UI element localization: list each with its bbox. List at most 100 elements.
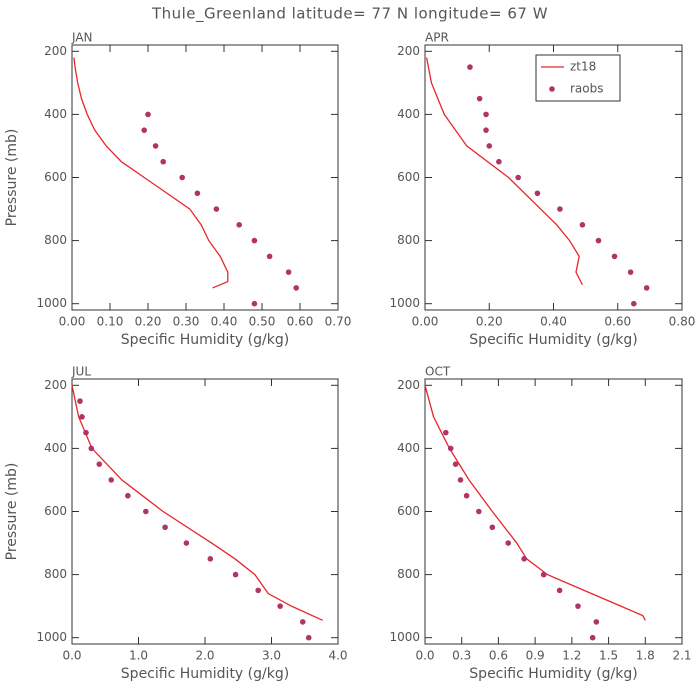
obs-point (515, 174, 521, 181)
obs-point (83, 429, 89, 436)
y-tick-label: 400 (44, 441, 67, 455)
obs-point (141, 127, 147, 133)
obs-point (631, 300, 637, 307)
obs-point (627, 269, 634, 275)
y-tick-label: 1000 (36, 296, 67, 310)
obs-point (232, 571, 239, 578)
y-tick-label: 200 (397, 44, 420, 58)
y-tick-label: 400 (397, 107, 420, 121)
obs-point (207, 556, 214, 562)
panel-title: OCT (425, 365, 451, 379)
x-tick-label: 0.50 (249, 315, 276, 329)
legend-label: zt18 (570, 60, 596, 74)
x-tick-label: 0.40 (211, 315, 238, 329)
obs-point (194, 190, 201, 197)
obs-point (305, 634, 312, 641)
obs-point (476, 508, 482, 515)
y-tick-label: 1000 (389, 630, 420, 644)
obs-point (476, 95, 483, 102)
x-tick-label: 0.9 (526, 649, 545, 663)
obs-point (160, 158, 166, 165)
obs-point (556, 587, 563, 594)
y-tick-label: 800 (44, 567, 67, 581)
x-tick-label: 0.6 (489, 649, 508, 663)
y-axis-label: Pressure (mb) (4, 463, 20, 561)
obs-point (251, 237, 258, 244)
obs-point (457, 477, 464, 483)
x-tick-label: 0.10 (97, 315, 124, 329)
obs-point (489, 524, 496, 531)
x-tick-label: 1.2 (562, 649, 581, 663)
obs-point (463, 492, 470, 499)
obs-point (467, 64, 473, 70)
obs-point (277, 603, 283, 609)
x-axis-label: Specific Humidity (g/kg) (469, 332, 637, 348)
obs-point (266, 253, 273, 260)
obs-point (595, 237, 602, 244)
obs-point (575, 603, 581, 609)
x-tick-label: 3.0 (262, 649, 281, 663)
plot-frame (71, 378, 339, 645)
x-tick-label: 2.1 (672, 649, 691, 663)
obs-point (589, 634, 596, 641)
obs-point (643, 285, 650, 291)
obs-point (534, 190, 541, 197)
x-axis-label: Specific Humidity (g/kg) (469, 666, 637, 682)
x-axis-label: Specific Humidity (g/kg) (121, 332, 289, 348)
x-tick-label: 0.60 (287, 315, 314, 329)
y-tick-label: 200 (44, 44, 67, 58)
obs-point (483, 127, 489, 133)
x-tick-label: 0.00 (59, 315, 86, 329)
x-tick-label: 0.30 (173, 315, 200, 329)
x-tick-label: 0.60 (604, 315, 631, 329)
obs-point (443, 429, 449, 436)
y-axis-label: Pressure (mb) (4, 129, 20, 227)
obs-point (79, 414, 85, 420)
obs-point (143, 508, 149, 515)
y-tick-label: 200 (397, 378, 420, 392)
obs-point (505, 540, 512, 546)
profile-line (425, 57, 583, 286)
x-tick-label: 1.5 (599, 649, 618, 663)
x-tick-label: 0.70 (325, 315, 352, 329)
y-tick-label: 600 (397, 170, 420, 184)
obs-point (557, 206, 563, 212)
obs-point (77, 398, 83, 404)
x-tick-label: 1.8 (636, 649, 655, 663)
x-tick-label: 0.20 (476, 315, 503, 329)
obs-point (486, 143, 493, 149)
x-tick-label: 0.00 (412, 315, 439, 329)
profile-line (71, 385, 323, 621)
x-tick-label: 0.0 (62, 649, 81, 663)
obs-point (251, 300, 258, 307)
obs-point (179, 174, 185, 181)
y-tick-label: 400 (397, 441, 420, 455)
obs-point (483, 111, 489, 118)
obs-point (96, 461, 103, 467)
x-tick-label: 2.0 (195, 649, 214, 663)
y-tick-label: 200 (44, 378, 67, 392)
obs-point (145, 111, 151, 118)
obs-point (152, 143, 159, 149)
obs-point (285, 269, 292, 275)
x-axis-label: Specific Humidity (g/kg) (121, 666, 289, 682)
x-tick-label: 1.0 (129, 649, 148, 663)
x-tick-label: 0.0 (415, 649, 434, 663)
y-tick-label: 600 (44, 504, 67, 518)
obs-point (452, 461, 459, 467)
obs-point (521, 556, 527, 562)
obs-point (88, 445, 95, 452)
panel-title: APR (425, 31, 449, 45)
y-tick-label: 800 (44, 233, 67, 247)
legend-swatch (549, 86, 555, 92)
obs-point (293, 285, 300, 291)
plot-frame (424, 378, 683, 645)
y-tick-label: 800 (397, 233, 420, 247)
obs-point (108, 477, 115, 483)
x-tick-label: 0.20 (135, 315, 162, 329)
figure-title: Thule_Greenland latitude= 77 N longitude… (151, 5, 548, 24)
obs-point (579, 222, 586, 228)
obs-point (255, 587, 261, 594)
obs-point (162, 524, 168, 531)
